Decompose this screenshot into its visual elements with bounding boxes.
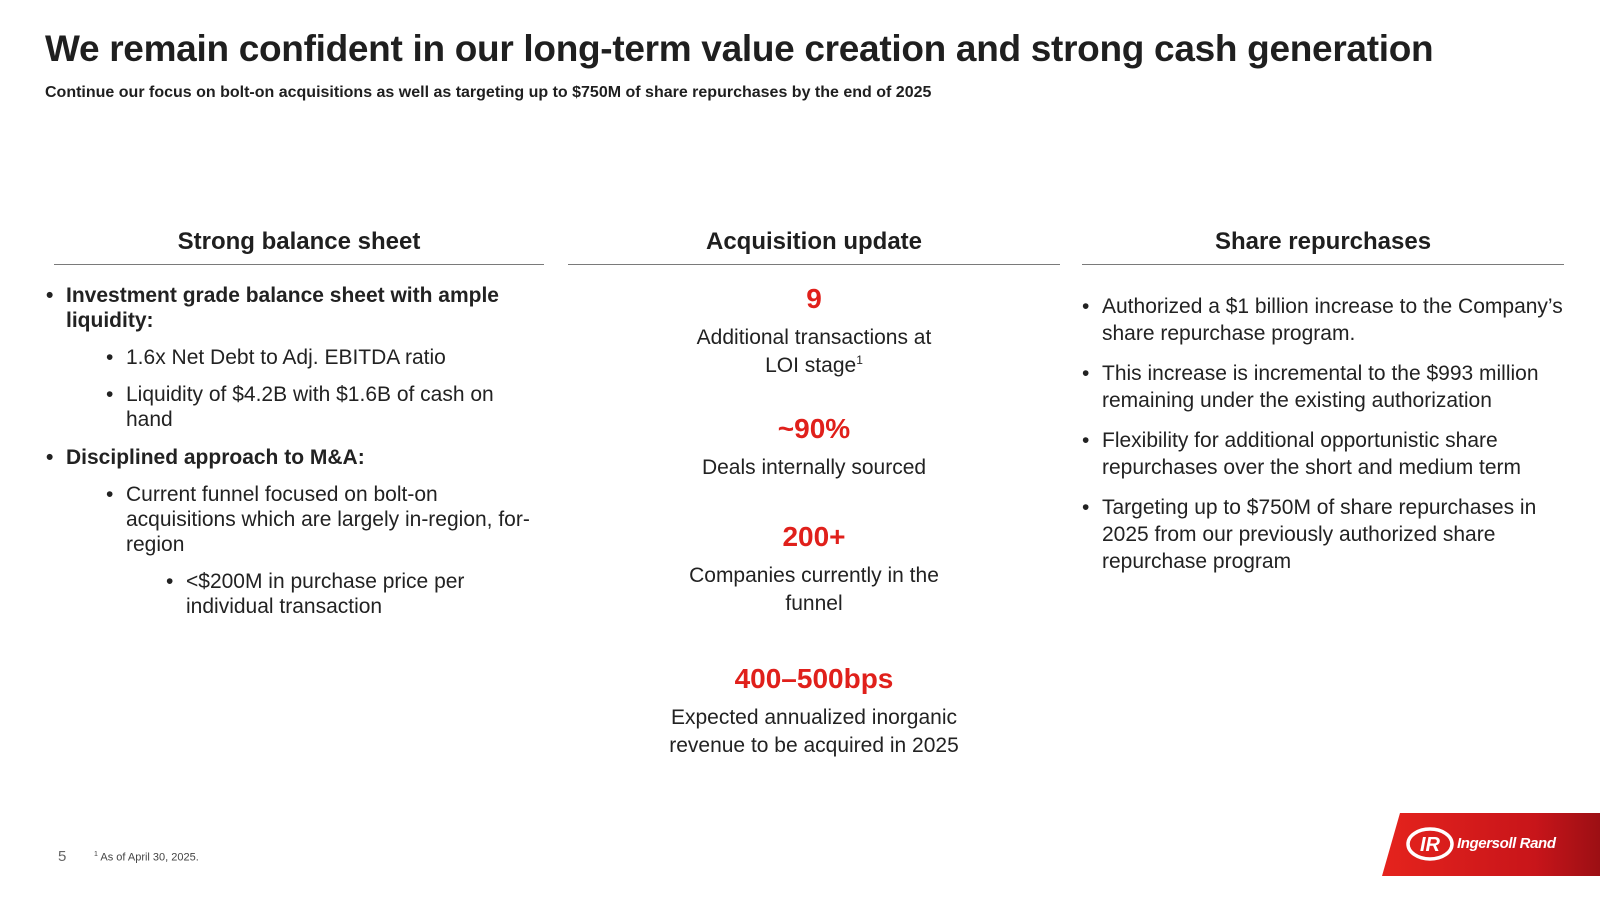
list-item: Investment grade balance sheet with ampl… xyxy=(46,283,544,432)
list-item: Current funnel focused on bolt-on acquis… xyxy=(106,482,544,619)
sub-list: 1.6x Net Debt to Adj. EBITDA ratio Liqui… xyxy=(66,345,544,432)
balance-sheet-list: Investment grade balance sheet with ampl… xyxy=(46,283,544,619)
list-item: Flexibility for additional opportunistic… xyxy=(1082,427,1564,481)
list-item: Authorized a $1 billion increase to the … xyxy=(1082,293,1564,347)
footnote-marker: 1 xyxy=(94,851,98,858)
list-item: Targeting up to $750M of share repurchas… xyxy=(1082,494,1564,575)
bullet-text: Current funnel focused on bolt-on acquis… xyxy=(126,483,530,556)
acquisition-heading: Acquisition update xyxy=(568,228,1060,265)
stat-block: 9 Additional transactions at LOI stage1 xyxy=(568,282,1060,380)
list-item: Disciplined approach to M&A: Current fun… xyxy=(46,445,544,619)
ir-logo-icon: IR xyxy=(1406,827,1454,861)
logo-text: Ingersoll Rand xyxy=(1457,835,1556,852)
stat-description: Deals internally sourced xyxy=(701,456,927,479)
list-item: 1.6x Net Debt to Adj. EBITDA ratio xyxy=(106,345,544,370)
list-item: Liquidity of $4.2B with $1.6B of cash on… xyxy=(106,382,544,432)
list-item: This increase is incremental to the $993… xyxy=(1082,360,1564,414)
footnote-marker: 1 xyxy=(856,353,863,367)
list-item: <$200M in purchase price per individual … xyxy=(166,569,544,619)
share-repurchases-list: Authorized a $1 billion increase to the … xyxy=(1082,293,1564,575)
balance-sheet-section: Strong balance sheet Investment grade ba… xyxy=(46,228,544,631)
stat-value: 9 xyxy=(806,283,822,314)
brand-logo: IR Ingersoll Rand xyxy=(1382,813,1600,876)
page-subtitle: Continue our focus on bolt-on acquisitio… xyxy=(45,84,932,101)
share-repurchases-heading: Share repurchases xyxy=(1082,228,1564,265)
acquisition-section: Acquisition update 9 Additional transact… xyxy=(568,228,1060,757)
stat-value: ~90% xyxy=(777,413,851,444)
stat-block: 400–500bps Expected annualized inorganic… xyxy=(568,662,1060,760)
stat-description-text: Additional transactions at LOI stage xyxy=(696,326,932,377)
page-title: We remain confident in our long-term val… xyxy=(45,28,1434,69)
stat-description: Companies currently in the funnel xyxy=(689,564,939,615)
page-number: 5 xyxy=(58,848,67,865)
stat-description: Expected annualized inorganic revenue to… xyxy=(669,706,959,757)
bullet-text: Disciplined approach to M&A: xyxy=(66,446,365,469)
share-repurchases-section: Share repurchases Authorized a $1 billio… xyxy=(1082,228,1564,575)
sub-sub-list: <$200M in purchase price per individual … xyxy=(126,569,544,619)
balance-sheet-heading: Strong balance sheet xyxy=(54,228,544,265)
stat-block: 200+ Companies currently in the funnel xyxy=(568,520,1060,618)
sub-list: Current funnel focused on bolt-on acquis… xyxy=(66,482,544,619)
bullet-text: Investment grade balance sheet with ampl… xyxy=(66,284,499,332)
footnote: 1 As of April 30, 2025. xyxy=(94,851,199,864)
stat-description: Additional transactions at LOI stage1 xyxy=(684,324,944,380)
stat-value: 200+ xyxy=(782,521,846,552)
footnote-text: As of April 30, 2025. xyxy=(100,851,199,864)
stat-value: 400–500bps xyxy=(734,663,894,694)
stat-block: ~90% Deals internally sourced xyxy=(568,412,1060,482)
svg-text:IR: IR xyxy=(1420,834,1441,856)
